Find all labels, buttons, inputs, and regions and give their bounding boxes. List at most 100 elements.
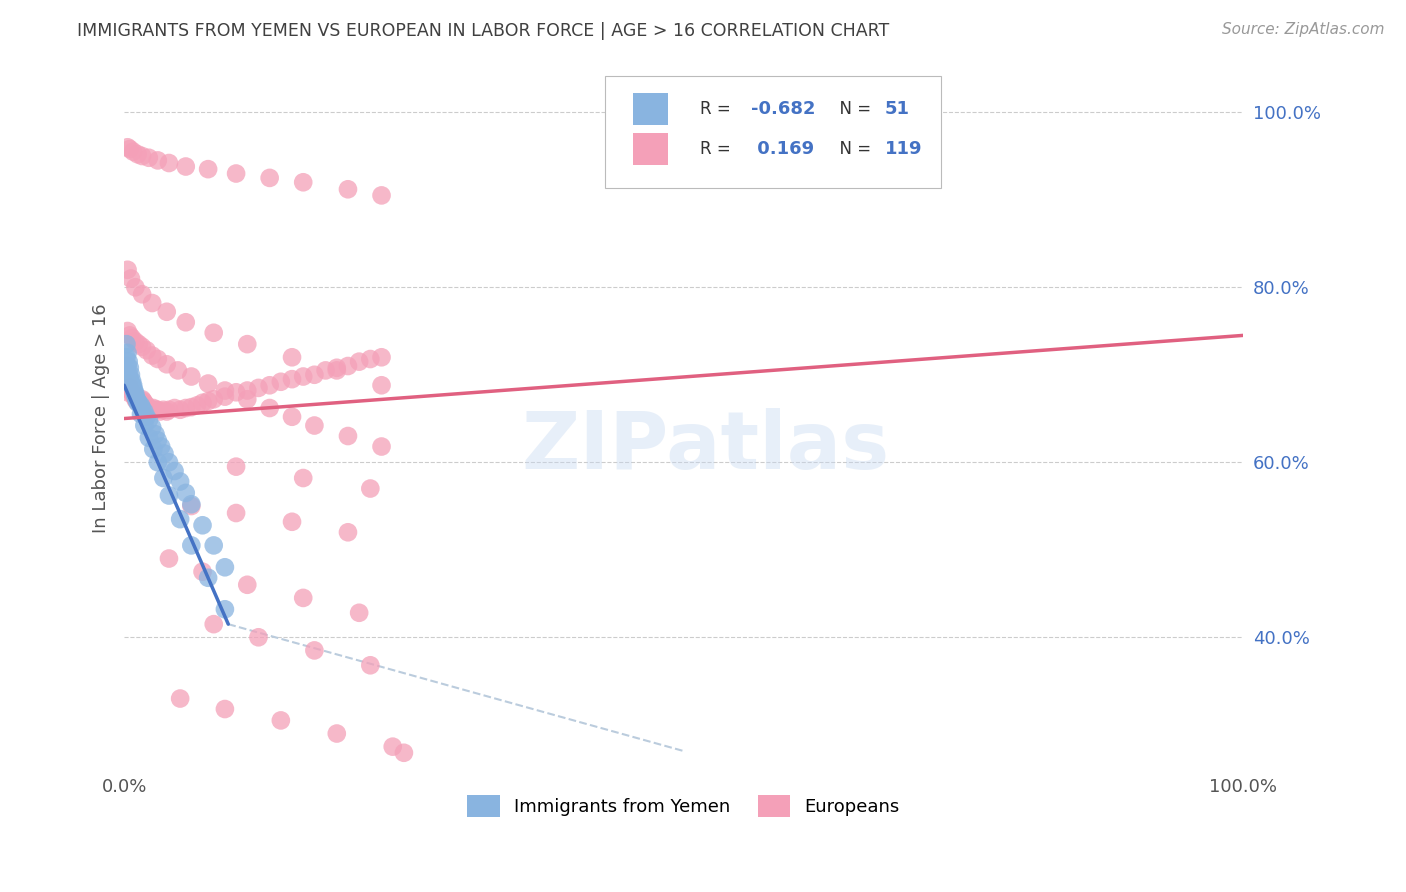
- Legend: Immigrants from Yemen, Europeans: Immigrants from Yemen, Europeans: [460, 788, 907, 824]
- Point: [292, 175, 315, 189]
- Bar: [633, 94, 668, 125]
- Point: [118, 381, 141, 395]
- Point: [145, 402, 167, 417]
- Point: [347, 354, 370, 368]
- Point: [131, 392, 153, 407]
- Bar: [633, 133, 668, 165]
- FancyBboxPatch shape: [606, 76, 941, 187]
- Point: [131, 340, 153, 354]
- Point: [281, 351, 304, 365]
- Point: [127, 147, 149, 161]
- Point: [392, 746, 415, 760]
- Point: [169, 475, 191, 489]
- Point: [152, 471, 174, 485]
- Point: [236, 578, 259, 592]
- Point: [359, 658, 381, 673]
- Point: [145, 427, 167, 442]
- Point: [124, 387, 146, 401]
- Text: 119: 119: [884, 140, 922, 158]
- Text: N =: N =: [830, 100, 876, 118]
- Point: [236, 337, 259, 351]
- Point: [225, 167, 247, 181]
- Point: [150, 440, 173, 454]
- Point: [214, 602, 236, 616]
- Point: [370, 440, 392, 454]
- Point: [214, 390, 236, 404]
- Point: [174, 401, 197, 415]
- Text: ZIPatlas: ZIPatlas: [522, 408, 890, 485]
- Point: [138, 413, 160, 427]
- Point: [326, 726, 349, 740]
- Point: [191, 396, 214, 410]
- Point: [121, 374, 143, 388]
- Point: [149, 404, 172, 418]
- Point: [128, 396, 150, 410]
- Point: [128, 396, 150, 410]
- Point: [167, 363, 190, 377]
- Point: [134, 396, 156, 410]
- Point: [163, 401, 186, 415]
- Point: [236, 384, 259, 398]
- Point: [336, 525, 359, 540]
- Point: [117, 262, 139, 277]
- Text: Source: ZipAtlas.com: Source: ZipAtlas.com: [1222, 22, 1385, 37]
- Text: R =: R =: [700, 100, 737, 118]
- Point: [174, 315, 197, 329]
- Point: [156, 404, 179, 418]
- Point: [214, 702, 236, 716]
- Point: [225, 385, 247, 400]
- Point: [129, 396, 152, 410]
- Point: [214, 384, 236, 398]
- Point: [127, 394, 149, 409]
- Point: [115, 337, 138, 351]
- Point: [336, 429, 359, 443]
- Point: [304, 643, 326, 657]
- Point: [135, 409, 157, 424]
- Point: [134, 418, 156, 433]
- Point: [326, 360, 349, 375]
- Point: [370, 351, 392, 365]
- Point: [169, 691, 191, 706]
- Point: [129, 398, 152, 412]
- Point: [202, 617, 225, 632]
- Point: [197, 162, 219, 177]
- Point: [118, 328, 141, 343]
- Point: [118, 372, 141, 386]
- Point: [180, 497, 202, 511]
- Text: R =: R =: [700, 140, 737, 158]
- Point: [146, 351, 169, 366]
- Point: [197, 571, 219, 585]
- Point: [370, 378, 392, 392]
- Point: [169, 402, 191, 417]
- Point: [125, 392, 148, 407]
- Point: [174, 486, 197, 500]
- Point: [118, 368, 141, 382]
- Text: N =: N =: [830, 140, 876, 158]
- Point: [225, 459, 247, 474]
- Point: [281, 409, 304, 424]
- Point: [122, 378, 145, 392]
- Point: [197, 376, 219, 391]
- Point: [292, 591, 315, 605]
- Point: [157, 489, 180, 503]
- Point: [131, 401, 153, 415]
- Point: [225, 506, 247, 520]
- Point: [347, 606, 370, 620]
- Point: [292, 369, 315, 384]
- Point: [247, 630, 270, 644]
- Point: [146, 455, 169, 469]
- Point: [124, 390, 146, 404]
- Point: [124, 385, 146, 400]
- Point: [304, 368, 326, 382]
- Point: [146, 153, 169, 168]
- Point: [129, 407, 152, 421]
- Point: [120, 368, 142, 382]
- Point: [259, 378, 281, 392]
- Point: [270, 375, 292, 389]
- Point: [157, 402, 180, 417]
- Point: [138, 151, 160, 165]
- Point: [134, 398, 156, 412]
- Point: [247, 381, 270, 395]
- Point: [117, 385, 139, 400]
- Point: [124, 384, 146, 398]
